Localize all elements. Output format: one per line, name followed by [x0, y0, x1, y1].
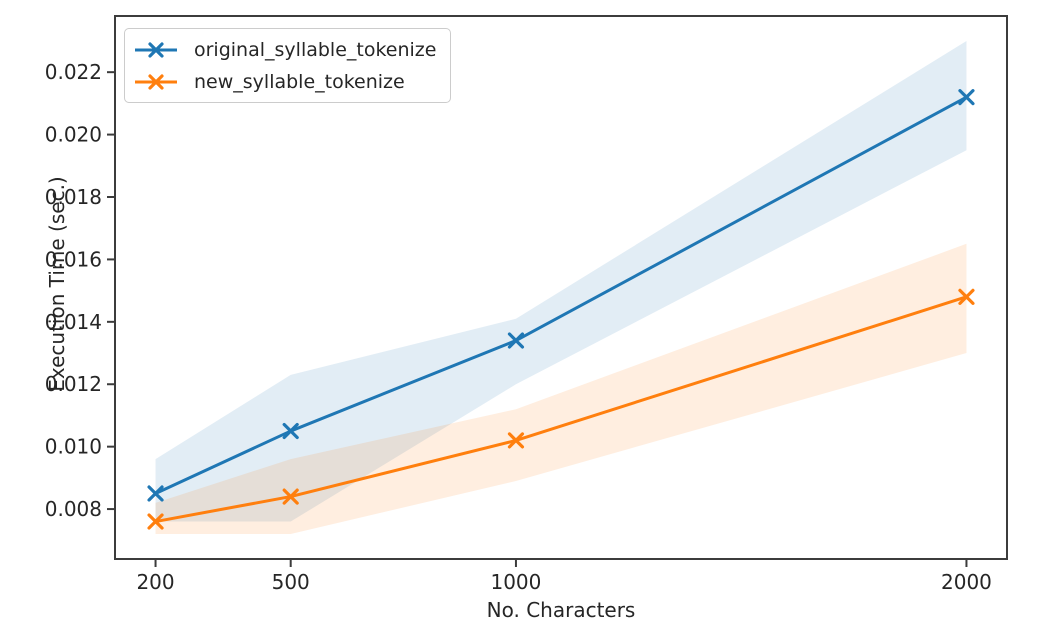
- x-axis-title: No. Characters: [486, 598, 636, 622]
- legend: original_syllable_tokenize new_syllable_t…: [124, 28, 452, 103]
- y-tick-label: 0.018: [45, 185, 102, 209]
- data-point-marker-original_syllable_tokenize: [282, 422, 299, 440]
- x-tick-label: 500: [272, 570, 310, 594]
- y-tick-label: 0.014: [45, 310, 102, 334]
- data-point-marker-original_syllable_tokenize: [958, 89, 975, 106]
- y-tick-label: 0.010: [45, 435, 102, 459]
- series-line-new_syllable_tokenize: [155, 295, 967, 524]
- data-point-marker-new_syllable_tokenize: [147, 513, 164, 530]
- confidence-band-original_syllable_tokenize: [155, 40, 967, 522]
- y-tick-label: 0.012: [45, 372, 102, 396]
- data-point-marker-new_syllable_tokenize: [282, 488, 299, 505]
- y-tick-label: 0.022: [45, 60, 102, 84]
- legend-label: new_syllable_tokenize: [194, 70, 405, 93]
- series-line-original_syllable_tokenize: [154, 95, 968, 495]
- legend-sample-line-icon: [135, 73, 177, 90]
- x-tick-label: 200: [136, 570, 174, 594]
- data-point-marker-original_syllable_tokenize: [507, 332, 525, 349]
- data-point-marker-new_syllable_tokenize: [958, 288, 975, 305]
- legend-sample-line-icon: [135, 41, 177, 58]
- legend-entry-new_syllable_tokenize: new_syllable_tokenize: [133, 68, 436, 95]
- data-point-marker-original_syllable_tokenize: [147, 485, 164, 502]
- legend-entry-original_syllable_tokenize: original_syllable_tokenize: [133, 36, 436, 63]
- confidence-band-new_syllable_tokenize: [155, 243, 967, 535]
- data-point-marker-new_syllable_tokenize: [507, 432, 525, 449]
- y-tick-label: 0.008: [45, 497, 102, 521]
- y-tick-label: 0.016: [45, 247, 102, 271]
- x-tick-label: 1000: [490, 570, 541, 594]
- y-axis-title: Execution Time (sec.): [45, 176, 69, 392]
- axes-spines: [114, 15, 1008, 560]
- x-tick-label: 2000: [941, 570, 992, 594]
- legend-label: original_syllable_tokenize: [194, 38, 437, 61]
- y-tick-label: 0.020: [45, 123, 102, 147]
